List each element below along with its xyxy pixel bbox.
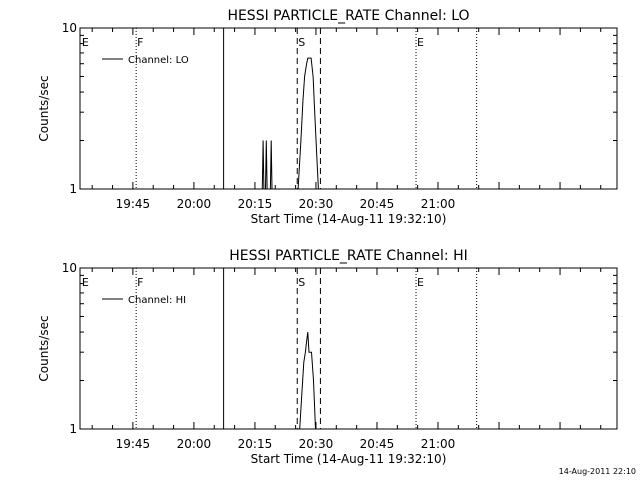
x-tick-label: 19:45 xyxy=(116,197,151,211)
x-tick-label: 20:45 xyxy=(360,437,395,451)
x-tick-label: 19:45 xyxy=(116,437,151,451)
plot-frame xyxy=(79,27,618,190)
legend-entry: Channel: LO xyxy=(128,55,189,66)
flag-label: E xyxy=(417,276,424,289)
x-tick-label: 20:30 xyxy=(299,197,334,211)
flag-label: E xyxy=(82,276,89,289)
footer-stamp: 14-Aug-2011 22:10 xyxy=(559,467,636,476)
x-axis-label: Start Time (14-Aug-11 19:32:10) xyxy=(251,212,447,226)
flag-label: E xyxy=(82,36,89,49)
flag-label: E xyxy=(417,36,424,49)
y-axis-label: Counts/sec xyxy=(37,315,51,381)
y-axis-label: Counts/sec xyxy=(37,75,51,141)
x-tick-label: 20:30 xyxy=(299,437,334,451)
flag-label: F xyxy=(137,276,143,289)
x-tick-label: 20:45 xyxy=(360,197,395,211)
series-line xyxy=(261,57,319,190)
x-axis-label: Start Time (14-Aug-11 19:32:10) xyxy=(251,452,447,466)
x-tick-label: 21:00 xyxy=(421,437,456,451)
legend-entry: Channel: HI xyxy=(128,295,186,306)
x-tick-label: 21:00 xyxy=(421,197,456,211)
chart-title: HESSI PARTICLE_RATE Channel: LO xyxy=(227,8,469,24)
y-tick-label: 10 xyxy=(62,21,77,35)
y-tick-label: 1 xyxy=(69,422,77,436)
y-tick-label: 10 xyxy=(62,261,77,275)
x-tick-label: 20:00 xyxy=(177,437,212,451)
panel-hi: HESSI PARTICLE_RATE Channel: HI Counts/se… xyxy=(37,248,618,466)
x-tick-label: 20:15 xyxy=(238,437,273,451)
x-tick-label: 20:00 xyxy=(177,197,212,211)
y-tick-label: 1 xyxy=(69,182,77,196)
flag-label: F xyxy=(137,36,143,49)
chart-title: HESSI PARTICLE_RATE Channel: HI xyxy=(229,248,467,264)
x-tick-label: 20:15 xyxy=(238,197,273,211)
panel-lo: HESSI PARTICLE_RATE Channel: LO Counts/se… xyxy=(37,8,618,226)
plot-frame xyxy=(79,267,618,430)
series-line xyxy=(299,332,316,430)
flag-label: S xyxy=(298,36,305,49)
flag-label: S xyxy=(298,276,305,289)
